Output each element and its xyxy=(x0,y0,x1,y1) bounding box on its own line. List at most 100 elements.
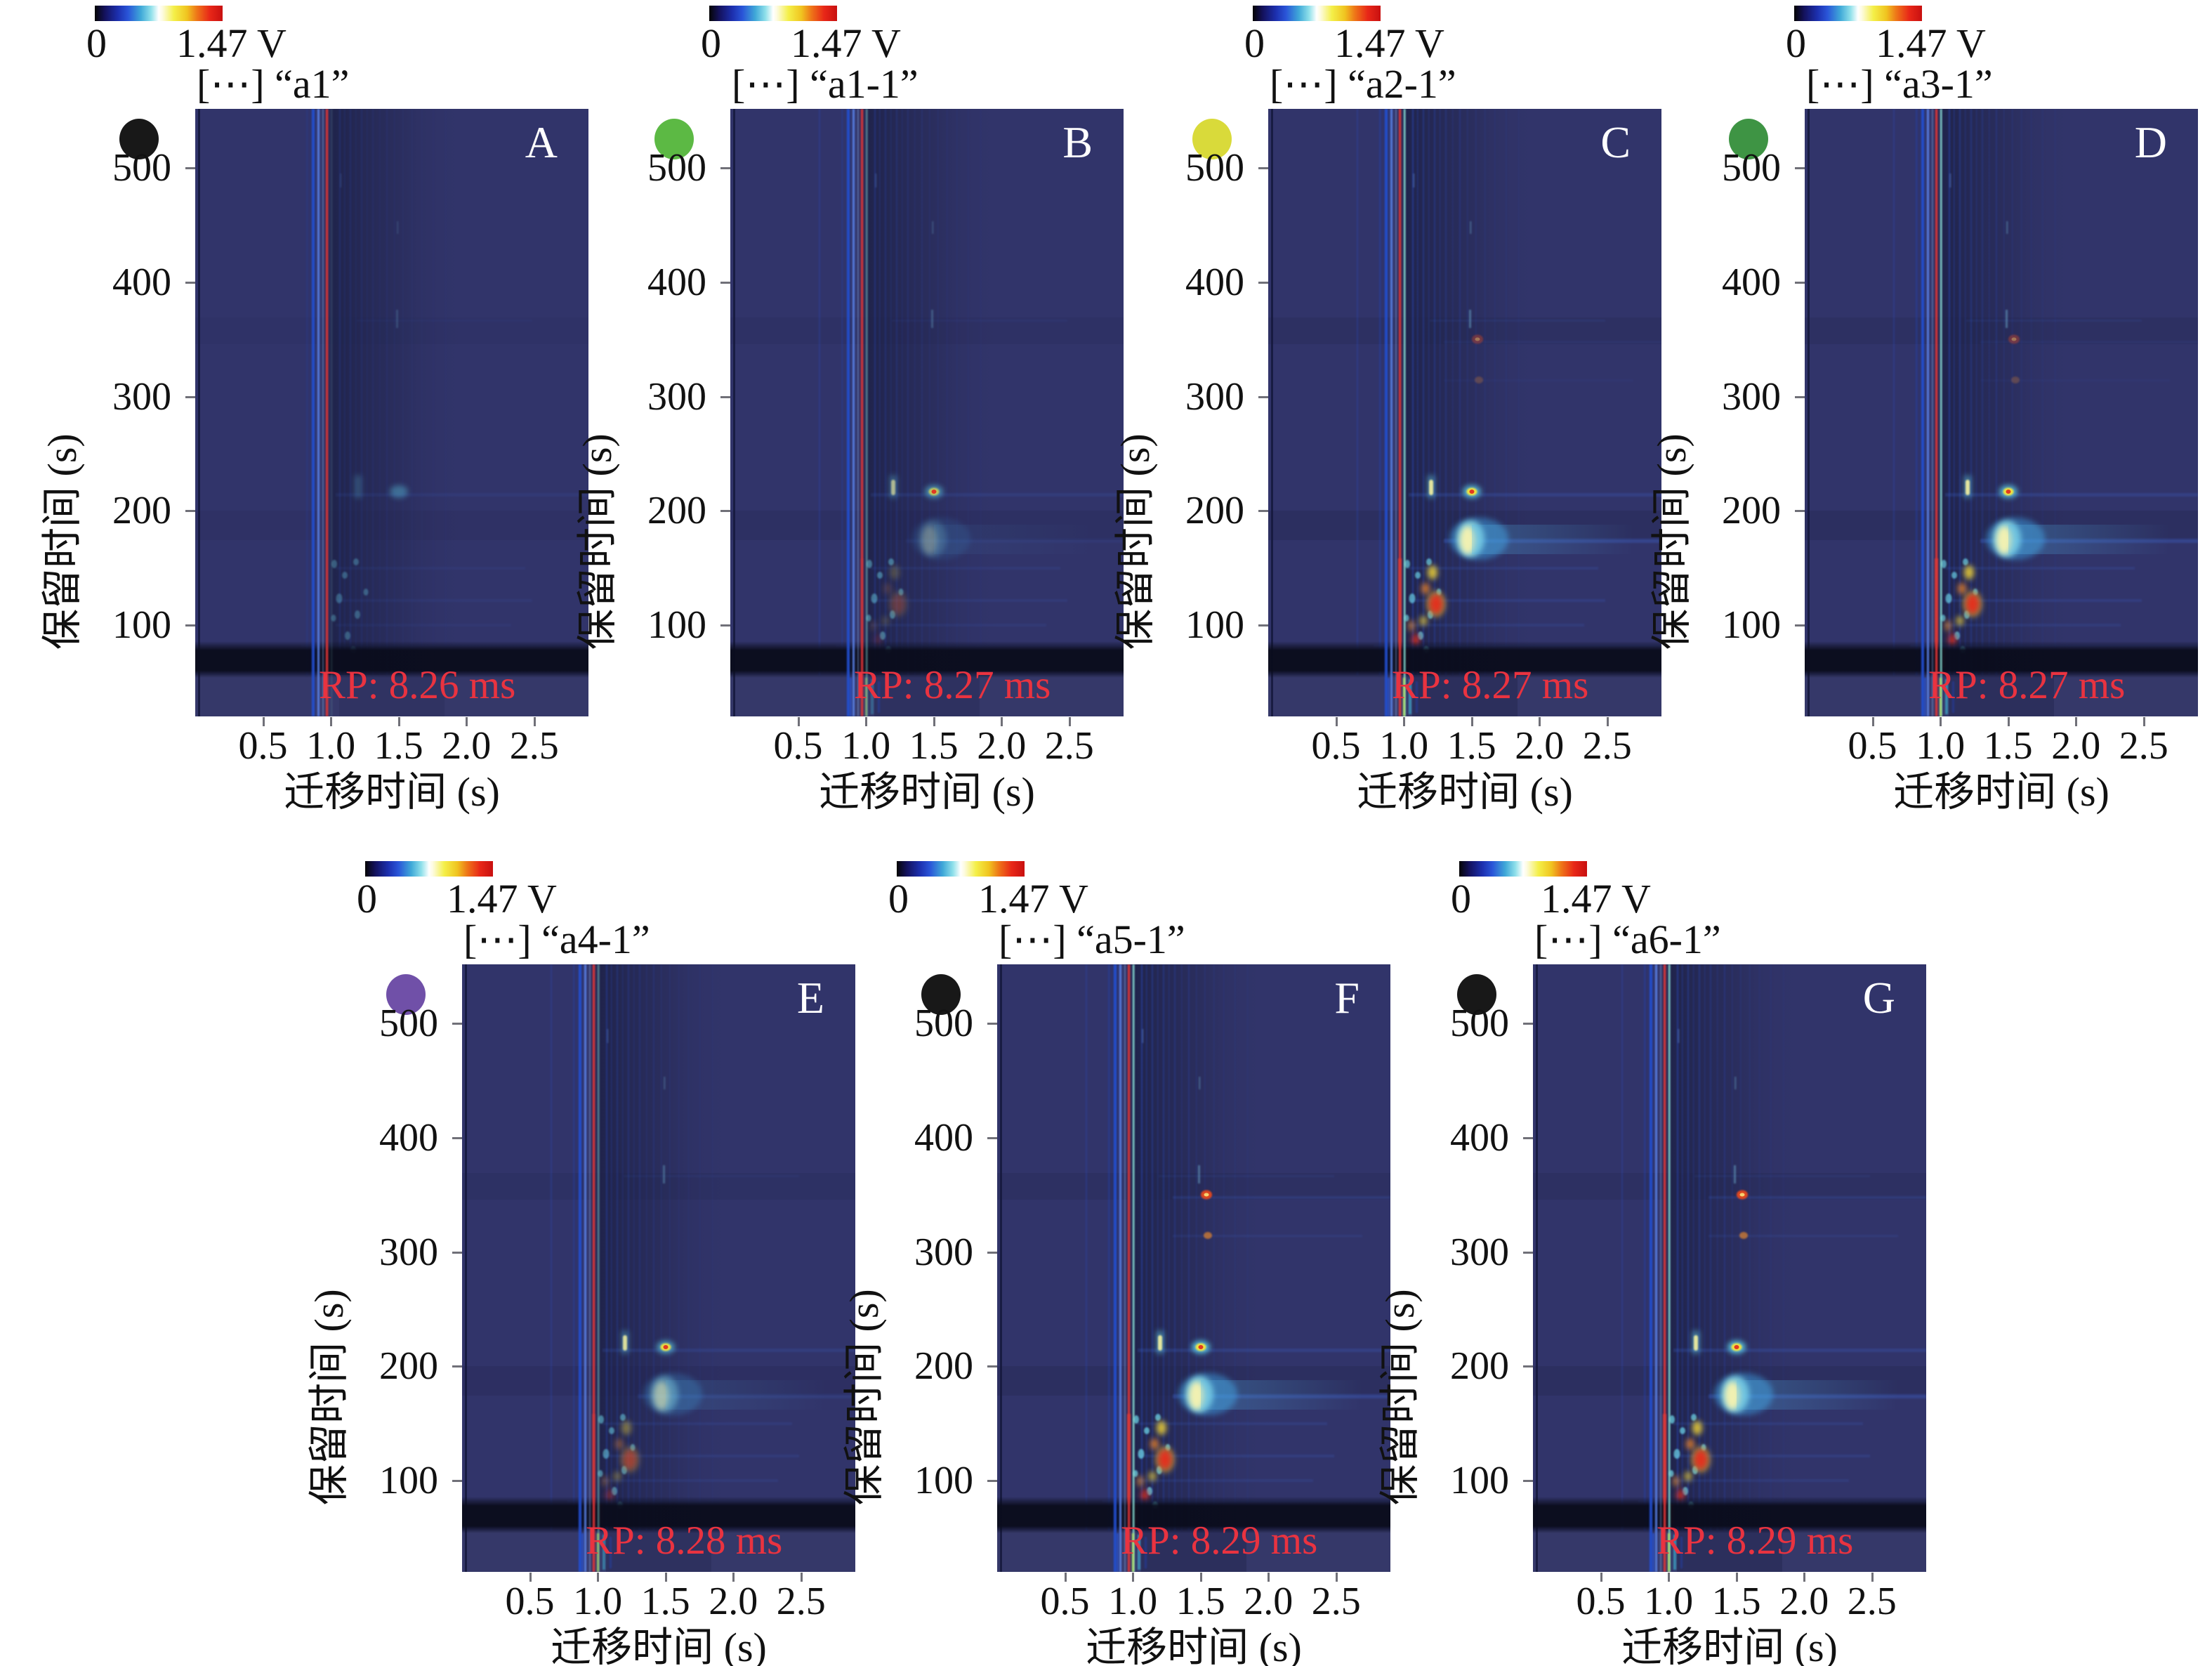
y-tick-mark xyxy=(987,1365,997,1367)
x-tick-label: 2.5 xyxy=(1311,1580,1361,1623)
y-tick-label: 200 xyxy=(1722,489,1781,532)
y-tick-mark xyxy=(987,1480,997,1482)
x-tick-label: 1.5 xyxy=(1447,724,1496,768)
x-tick-label: 1.0 xyxy=(1379,724,1429,768)
y-tick-mark xyxy=(987,1023,997,1025)
y-tick-label: 500 xyxy=(379,1002,438,1045)
y-tick-mark xyxy=(185,396,195,398)
y-tick-label: 400 xyxy=(379,1116,438,1160)
y-tick-mark xyxy=(1258,167,1268,169)
panel-E: 0 1.47 V [⋯] “a4-1” E RP: 8.28 ms 500 400… xyxy=(306,861,855,1666)
y-tick-mark xyxy=(185,167,195,169)
heatmap-image xyxy=(195,109,588,716)
x-tick-mark xyxy=(1600,1573,1602,1582)
y-tick-mark xyxy=(1258,624,1268,627)
sample-marker-dot xyxy=(921,974,961,1015)
x-tick-label: 1.5 xyxy=(640,1580,690,1623)
colorbar-gradient xyxy=(1794,6,1922,21)
y-tick-label: 400 xyxy=(1450,1116,1509,1160)
x-axis-title: 迁移时间 (s) xyxy=(819,769,1035,815)
y-tick-mark xyxy=(452,1252,462,1254)
x-tick-mark xyxy=(330,717,333,726)
sample-marker-dot xyxy=(119,119,159,159)
y-tick-label: 500 xyxy=(647,146,706,190)
panel-F: 0 1.47 V [⋯] “a5-1” F RP: 8.29 ms 500 400… xyxy=(841,861,1390,1666)
x-axis-title: 迁移时间 (s) xyxy=(1086,1625,1302,1666)
x-tick-label: 0.5 xyxy=(1040,1580,1090,1623)
colorbar-gradient xyxy=(897,861,1025,877)
colorbar-min-label: 0 xyxy=(1244,20,1265,66)
colorbar-max-label: 1.47 V xyxy=(176,20,287,66)
panel-B: 0 1.47 V [⋯] “a1-1” B RP: 8.27 ms 500 400… xyxy=(574,6,1124,813)
y-tick-label: 200 xyxy=(1185,489,1244,532)
x-tick-label: 2.5 xyxy=(1582,724,1632,768)
x-tick-label: 1.0 xyxy=(1916,724,1966,768)
x-tick-mark xyxy=(262,717,265,726)
y-tick-mark xyxy=(720,167,730,169)
colorbar-gradient xyxy=(1459,861,1587,877)
x-tick-label: 0.5 xyxy=(1848,724,1897,768)
y-tick-mark xyxy=(452,1480,462,1482)
y-tick-mark xyxy=(1523,1252,1533,1254)
x-axis-title: 迁移时间 (s) xyxy=(1621,1625,1838,1666)
x-tick-label: 1.5 xyxy=(1711,1580,1761,1623)
x-tick-label: 2.0 xyxy=(2051,724,2101,768)
x-tick-mark xyxy=(529,1573,532,1582)
sample-label: [⋯] “a2-1” xyxy=(1270,61,1456,107)
sample-marker-dot xyxy=(654,119,694,159)
x-axis-title: 迁移时间 (s) xyxy=(1893,769,2109,815)
x-tick-label: 2.0 xyxy=(442,724,492,768)
y-tick-mark xyxy=(1523,1365,1533,1367)
panel-A: 0 1.47 V [⋯] “a1” A RP: 8.26 ms 500 400 30… xyxy=(39,6,588,813)
heatmap-image xyxy=(997,964,1390,1572)
y-tick-mark xyxy=(987,1137,997,1139)
y-tick-mark xyxy=(185,282,195,284)
y-tick-label: 500 xyxy=(1450,1002,1509,1045)
y-tick-mark xyxy=(1795,396,1805,398)
x-tick-label: 2.5 xyxy=(509,724,559,768)
y-tick-mark xyxy=(1258,396,1268,398)
x-axis-title: 迁移时间 (s) xyxy=(1357,769,1573,815)
x-tick-mark xyxy=(865,717,868,726)
x-tick-mark xyxy=(1735,1573,1738,1582)
panel-D: 0 1.47 V [⋯] “a3-1” D RP: 8.27 ms 500 400… xyxy=(1649,6,2198,813)
y-axis-title: 保留时间 (s) xyxy=(1649,433,1694,650)
y-tick-mark xyxy=(1795,624,1805,627)
y-axis-title: 保留时间 (s) xyxy=(1112,433,1158,650)
y-tick-label: 300 xyxy=(647,375,706,419)
x-tick-label: 2.5 xyxy=(1847,1580,1897,1623)
x-tick-label: 2.0 xyxy=(1779,1580,1829,1623)
y-tick-label: 100 xyxy=(112,603,171,647)
y-axis-title: 保留时间 (s) xyxy=(841,1289,887,1505)
colorbar-min-label: 0 xyxy=(86,20,107,66)
x-tick-label: 1.5 xyxy=(1983,724,2033,768)
panel-letter: D xyxy=(2134,117,2167,167)
sample-label: [⋯] “a6-1” xyxy=(1534,917,1721,962)
x-tick-mark xyxy=(466,717,468,726)
y-tick-label: 500 xyxy=(914,1002,973,1045)
heatmap-image xyxy=(730,109,1124,716)
heatmap-plot: D RP: 8.27 ms xyxy=(1805,109,2198,716)
sample-label: [⋯] “a3-1” xyxy=(1806,61,1993,107)
x-axis-title: 迁移时间 (s) xyxy=(551,1625,767,1666)
x-tick-label: 0.5 xyxy=(505,1580,555,1623)
x-tick-label: 1.5 xyxy=(374,724,423,768)
y-tick-mark xyxy=(1523,1023,1533,1025)
x-tick-label: 2.0 xyxy=(1244,1580,1293,1623)
x-tick-mark xyxy=(1871,717,1874,726)
y-tick-label: 100 xyxy=(914,1459,973,1502)
colorbar-min-label: 0 xyxy=(1451,876,1471,921)
y-tick-label: 300 xyxy=(112,375,171,419)
sample-marker-dot xyxy=(1192,119,1232,159)
heatmap-plot: A RP: 8.26 ms xyxy=(195,109,588,716)
y-tick-label: 500 xyxy=(112,146,171,190)
colorbar-max-label: 1.47 V xyxy=(447,876,557,921)
panel-letter: G xyxy=(1862,973,1895,1023)
x-tick-label: 1.0 xyxy=(306,724,356,768)
colorbar-min-label: 0 xyxy=(701,20,721,66)
y-tick-label: 200 xyxy=(647,489,706,532)
y-tick-mark xyxy=(1523,1480,1533,1482)
colorbar-max-label: 1.47 V xyxy=(1876,20,1986,66)
x-tick-label: 2.0 xyxy=(977,724,1027,768)
y-tick-mark xyxy=(185,624,195,627)
